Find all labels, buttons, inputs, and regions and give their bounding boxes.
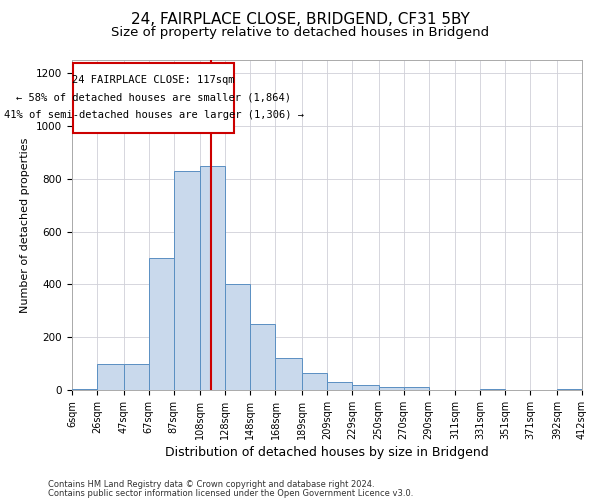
Bar <box>200 166 225 390</box>
Bar <box>72 388 97 390</box>
Bar <box>480 388 505 390</box>
Bar <box>124 364 149 390</box>
Text: 24 FAIRPLACE CLOSE: 117sqm: 24 FAIRPLACE CLOSE: 117sqm <box>73 75 235 85</box>
Bar <box>557 388 582 390</box>
Text: 24, FAIRPLACE CLOSE, BRIDGEND, CF31 5BY: 24, FAIRPLACE CLOSE, BRIDGEND, CF31 5BY <box>131 12 469 28</box>
Bar <box>73 62 234 132</box>
Bar <box>174 171 200 390</box>
X-axis label: Distribution of detached houses by size in Bridgend: Distribution of detached houses by size … <box>165 446 489 459</box>
Bar <box>250 324 275 390</box>
Bar <box>352 384 379 390</box>
Bar <box>149 258 174 390</box>
Text: ← 58% of detached houses are smaller (1,864): ← 58% of detached houses are smaller (1,… <box>16 92 291 102</box>
Y-axis label: Number of detached properties: Number of detached properties <box>20 138 31 312</box>
Bar <box>327 382 352 390</box>
Text: Contains HM Land Registry data © Crown copyright and database right 2024.: Contains HM Land Registry data © Crown c… <box>48 480 374 489</box>
Bar <box>404 388 429 390</box>
Text: Contains public sector information licensed under the Open Government Licence v3: Contains public sector information licen… <box>48 488 413 498</box>
Bar <box>275 358 302 390</box>
Bar <box>97 364 124 390</box>
Text: 41% of semi-detached houses are larger (1,306) →: 41% of semi-detached houses are larger (… <box>4 110 304 120</box>
Bar <box>302 373 327 390</box>
Bar <box>225 284 250 390</box>
Bar <box>379 388 404 390</box>
Text: Size of property relative to detached houses in Bridgend: Size of property relative to detached ho… <box>111 26 489 39</box>
